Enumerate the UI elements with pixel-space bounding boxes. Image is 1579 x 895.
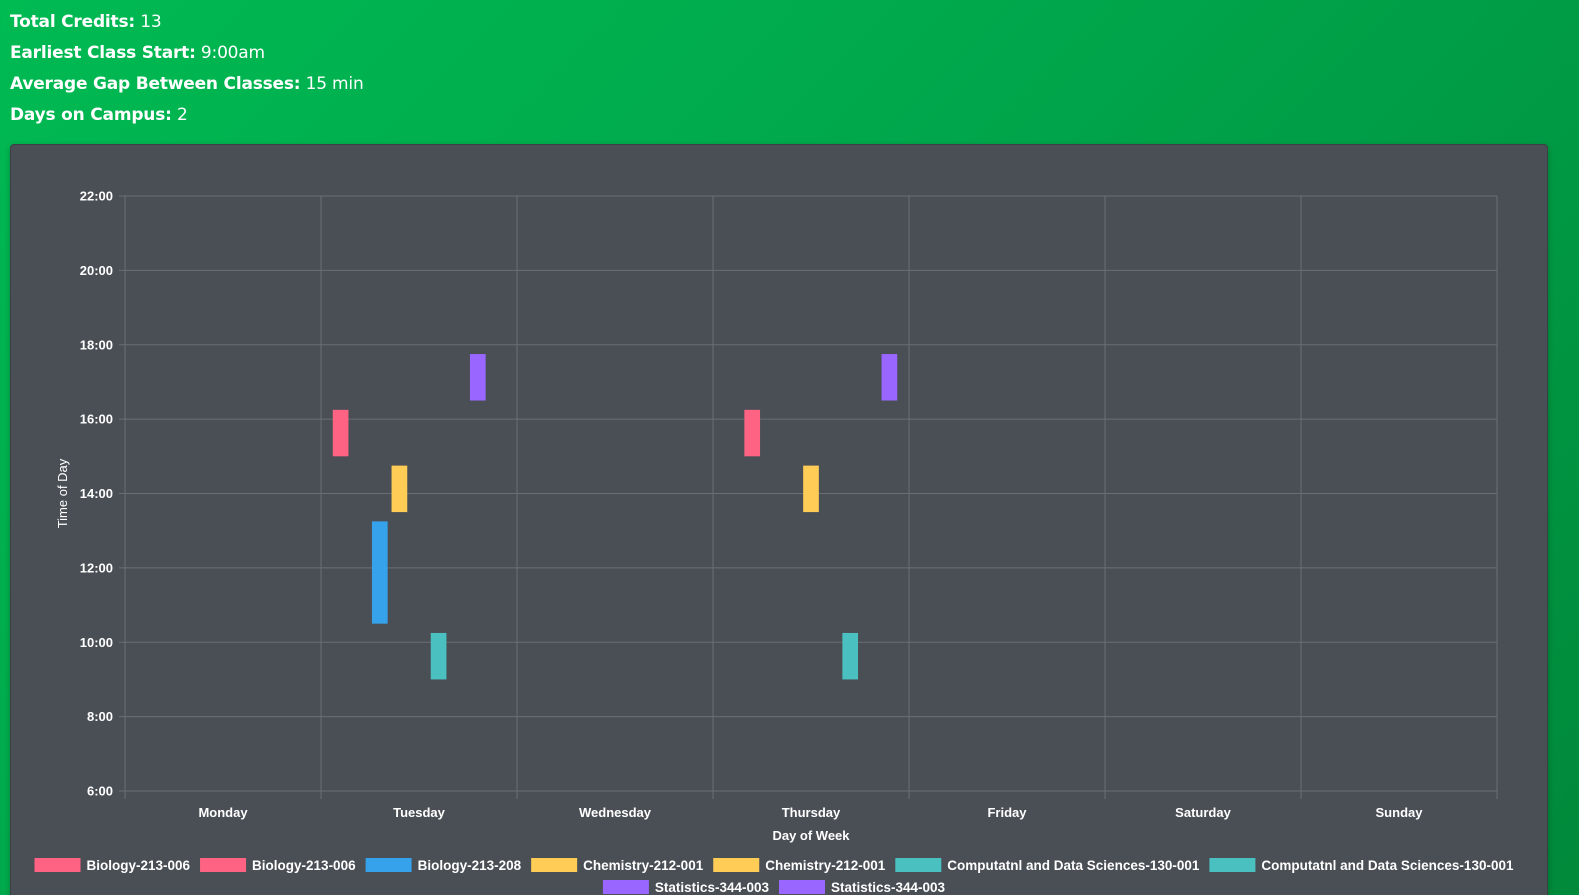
legend-item[interactable]: Statistics-344-003 — [779, 880, 946, 895]
legend-swatch — [713, 858, 760, 872]
class-bar[interactable] — [332, 409, 349, 457]
legend-label: Biology-213-208 — [418, 858, 522, 873]
class-bar[interactable] — [371, 521, 388, 624]
legend-item[interactable]: Chemistry-212-001 — [531, 858, 704, 873]
total-credits-label: Total Credits: — [10, 12, 135, 32]
y-tick-label: 14:00 — [80, 486, 113, 501]
y-axis-title: Time of Day — [55, 458, 70, 528]
schedule-chart: 6:00 8:00 10:00 12:00 14:00 16:00 18:00 20:00 22… — [34, 189, 1514, 895]
average-gap-label: Average Gap Between Classes: — [10, 74, 301, 94]
y-tick-label: 8:00 — [87, 709, 113, 724]
average-gap-value: 15 min — [305, 74, 364, 94]
legend-label: Biology-213-006 — [87, 858, 191, 873]
legend-swatch — [602, 880, 649, 894]
y-tick-label: 20:00 — [80, 263, 113, 278]
legend-label: Computatnl and Data Sciences-130-001 — [947, 858, 1200, 873]
total-credits-value: 13 — [140, 12, 162, 32]
class-bar[interactable] — [803, 465, 819, 513]
class-bar[interactable] — [391, 465, 408, 513]
legend-swatch — [200, 858, 247, 872]
y-tick-label: 10:00 — [80, 635, 113, 650]
days-on-campus-label: Days on Campus: — [10, 105, 172, 125]
y-tick-label: 16:00 — [80, 412, 113, 427]
class-bar[interactable] — [430, 632, 447, 680]
legend-swatch — [779, 880, 825, 894]
chart-legend: Biology-213-006 Biology-213-006 Biology-21… — [34, 858, 1514, 895]
chart-axes: 6:00 8:00 10:00 12:00 14:00 16:00 18:00 20:00 22… — [80, 189, 1423, 821]
days-on-campus-stat: Days on Campus: 2 — [10, 100, 364, 131]
x-tick-label: Monday — [198, 805, 248, 820]
y-tick-label: 12:00 — [80, 560, 113, 575]
legend-item[interactable]: Biology-213-208 — [365, 858, 522, 873]
legend-item[interactable]: Statistics-344-003 — [602, 880, 770, 895]
schedule-chart-card: 6:00 8:00 10:00 12:00 14:00 16:00 18:00 20:00 22… — [10, 144, 1548, 895]
legend-label: Chemistry-212-001 — [583, 858, 704, 873]
legend-swatch — [365, 858, 412, 872]
legend-item[interactable]: Chemistry-212-001 — [713, 858, 886, 873]
class-bar[interactable] — [469, 354, 486, 401]
class-bar[interactable] — [842, 632, 859, 680]
x-tick-label: Tuesday — [393, 805, 446, 820]
legend-swatch — [531, 858, 578, 872]
x-axis-title: Day of Week — [772, 828, 850, 843]
x-tick-label: Thursday — [782, 805, 841, 820]
legend-item[interactable]: Computatnl and Data Sciences-130-001 — [1209, 858, 1514, 873]
class-bar[interactable] — [881, 354, 898, 401]
x-tick-label: Saturday — [1175, 805, 1231, 820]
legend-label: Statistics-344-003 — [655, 880, 770, 895]
legend-swatch — [1209, 858, 1256, 872]
legend-label: Chemistry-212-001 — [765, 858, 886, 873]
legend-label: Computatnl and Data Sciences-130-001 — [1261, 858, 1514, 873]
legend-item[interactable]: Biology-213-006 — [34, 858, 191, 873]
y-tick-label: 18:00 — [80, 337, 113, 352]
x-tick-label: Friday — [987, 805, 1027, 820]
x-tick-label: Wednesday — [579, 805, 652, 820]
schedule-summary: Total Credits: 13 Earliest Class Start: … — [10, 7, 364, 131]
y-tick-label: 6:00 — [87, 784, 113, 799]
legend-item[interactable]: Computatnl and Data Sciences-130-001 — [895, 858, 1200, 873]
average-gap-stat: Average Gap Between Classes: 15 min — [10, 69, 364, 100]
legend-swatch — [895, 858, 942, 872]
y-tick-label: 22:00 — [80, 189, 113, 204]
days-on-campus-value: 2 — [176, 105, 188, 125]
earliest-start-stat: Earliest Class Start: 9:00am — [10, 38, 364, 69]
legend-label: Biology-213-006 — [252, 858, 356, 873]
x-tick-label: Sunday — [1376, 805, 1424, 820]
total-credits-stat: Total Credits: 13 — [10, 7, 364, 38]
earliest-start-label: Earliest Class Start: — [10, 43, 196, 63]
legend-label: Statistics-344-003 — [831, 880, 946, 895]
earliest-start-value: 9:00am — [200, 43, 265, 63]
chart-bars — [332, 354, 898, 680]
legend-swatch — [34, 858, 81, 872]
class-bar[interactable] — [744, 409, 761, 457]
legend-item[interactable]: Biology-213-006 — [200, 858, 356, 873]
